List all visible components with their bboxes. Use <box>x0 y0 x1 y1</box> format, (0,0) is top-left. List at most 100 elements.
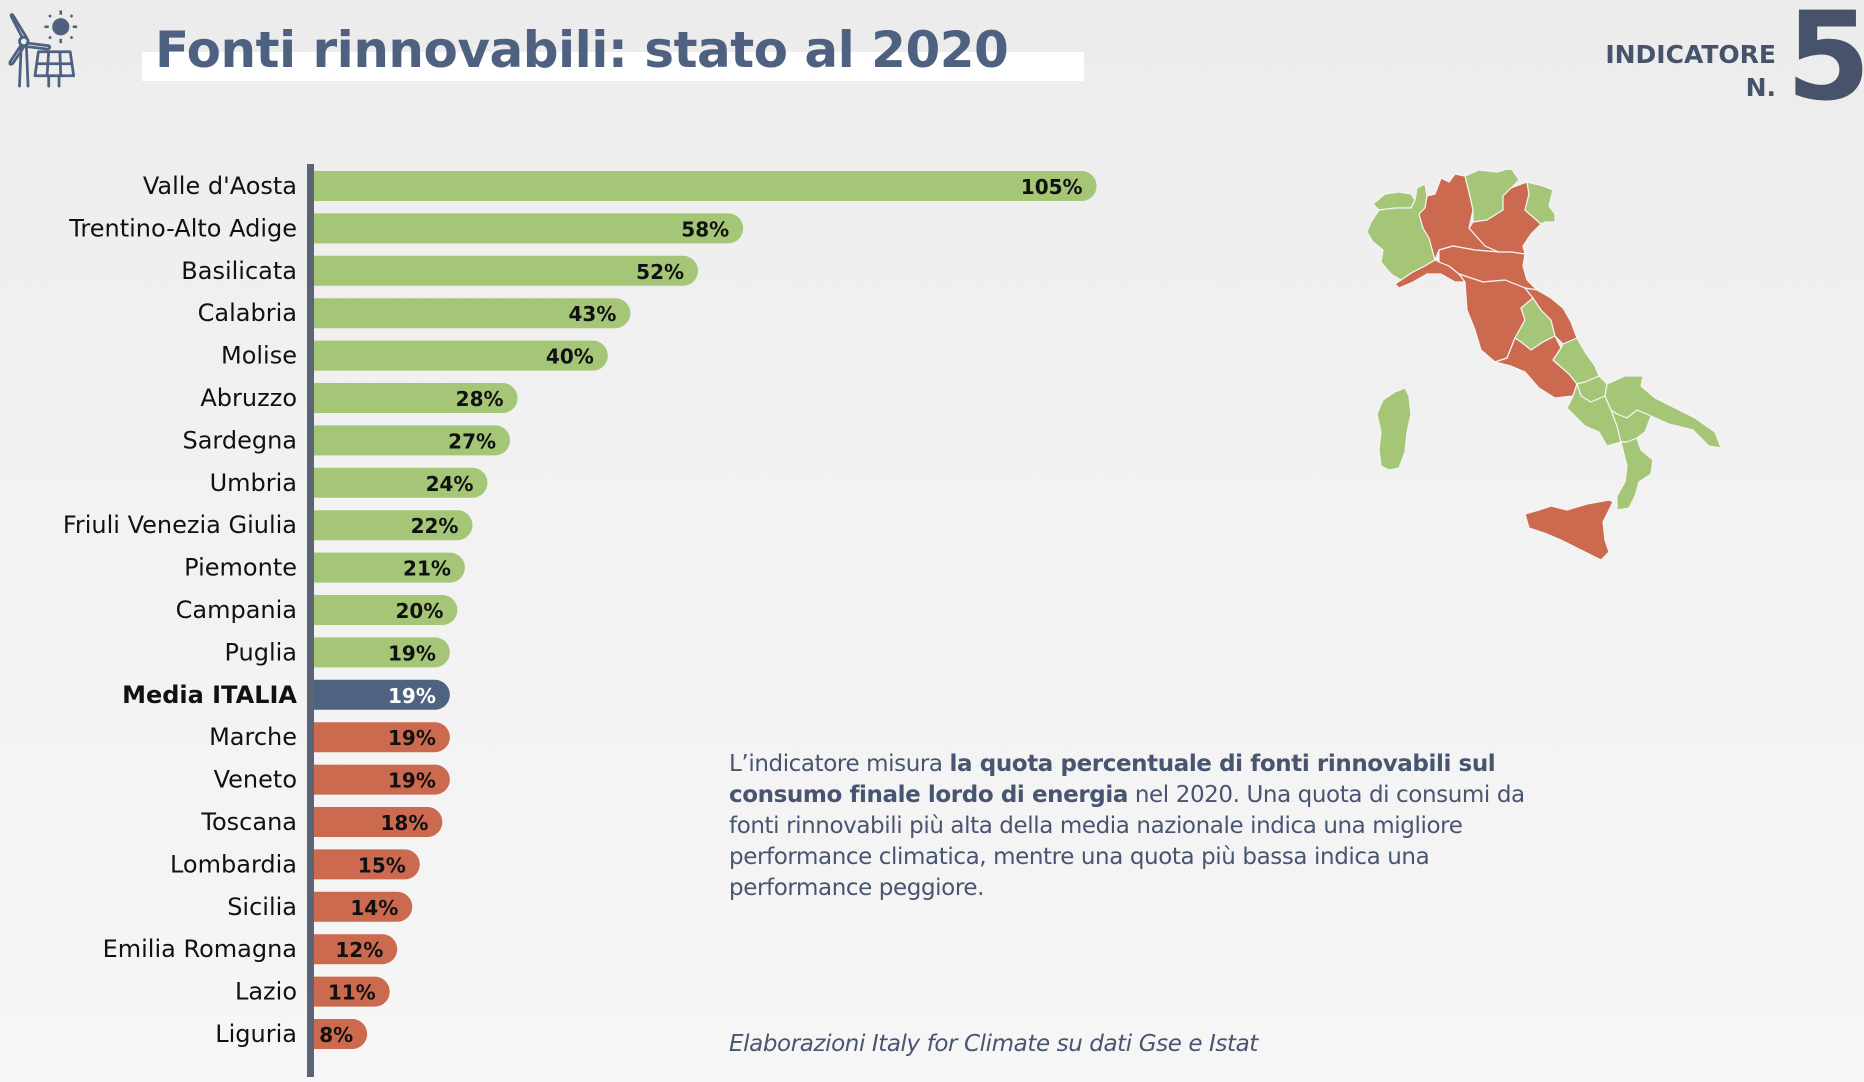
value-label: 58% <box>681 217 729 241</box>
category-label: Basilicata <box>181 257 297 285</box>
category-label: Lazio <box>235 978 297 1006</box>
value-label: 19% <box>388 726 436 750</box>
value-label: 8% <box>319 1023 353 1047</box>
bar-trentino-alto-adige <box>314 213 744 244</box>
value-label: 11% <box>328 981 376 1005</box>
category-label: Media ITALIA <box>122 681 297 709</box>
bar-row-liguria: Liguria 8% <box>215 1019 368 1049</box>
value-label: 105% <box>1021 175 1083 199</box>
bar-puglia <box>314 637 450 668</box>
value-label: 43% <box>568 302 616 326</box>
bar-row-veneto: Veneto 19% <box>214 764 450 795</box>
map-region-sardegna <box>1376 387 1412 471</box>
category-label: Calabria <box>198 299 297 327</box>
y-axis-line <box>307 164 314 1077</box>
indicator-label-line2: N. <box>1745 73 1776 102</box>
category-label: Toscana <box>200 808 297 836</box>
map-region-calabria <box>1616 437 1654 511</box>
value-label: 52% <box>636 260 684 284</box>
bar-sardegna <box>314 425 511 456</box>
map-region-sicilia <box>1524 499 1614 561</box>
indicator-description: L’indicatore misura la quota percentuale… <box>729 749 1529 904</box>
category-label: Umbria <box>210 469 297 497</box>
bar-marche <box>314 722 450 753</box>
value-label: 19% <box>388 684 436 708</box>
bar-row-trentino-alto-adige: Trentino-Alto Adige 58% <box>68 213 744 244</box>
category-label: Veneto <box>214 766 297 794</box>
bar-umbria <box>314 467 488 498</box>
map-region-basilicata <box>1610 409 1652 443</box>
bar-lazio <box>314 976 390 1007</box>
category-label: Liguria <box>215 1020 297 1048</box>
category-label: Marche <box>209 723 297 751</box>
bar-row-media-italia: Media ITALIA 19% <box>122 679 450 710</box>
indicator-label-line1: INDICATORE <box>1605 40 1776 69</box>
value-label: 12% <box>335 938 383 962</box>
source-note: Elaborazioni Italy for Climate su dati G… <box>729 1031 1258 1057</box>
bar-row-piemonte: Piemonte 21% <box>184 552 465 583</box>
map-region-valle-d-aosta <box>1372 191 1416 211</box>
value-label: 20% <box>396 599 444 623</box>
bar-row-sardegna: Sardegna 27% <box>182 425 511 456</box>
bar-calabria <box>314 298 631 329</box>
bars-group: Valle d'Aosta 105% Trentino-Alto Adige 58% B… <box>63 171 1097 1049</box>
map-region-friuli <box>1524 181 1556 225</box>
value-label: 40% <box>546 345 594 369</box>
value-label: 27% <box>448 429 496 453</box>
map-region-emilia-romagna <box>1438 245 1538 291</box>
bar-row-sicilia: Sicilia 14% <box>227 891 413 922</box>
page-title: Fonti rinnovabili: stato al 2020 <box>155 21 1009 79</box>
category-label: Abruzzo <box>200 384 297 412</box>
bar-row-basilicata: Basilicata 52% <box>181 255 699 286</box>
value-label: 14% <box>350 896 398 920</box>
category-label: Friuli Venezia Giulia <box>63 511 297 539</box>
bar-sicilia <box>314 891 413 922</box>
bar-basilicata <box>314 255 699 286</box>
bar-campania <box>314 595 458 625</box>
bar-molise <box>314 340 608 371</box>
bar-row-toscana: Toscana 18% <box>200 807 443 837</box>
value-label: 21% <box>403 557 451 581</box>
value-label: 19% <box>388 769 436 793</box>
value-label: 24% <box>426 472 474 496</box>
description-text-part2: nel 2020. Una quota di consumi da fonti … <box>729 782 1525 901</box>
bar-veneto <box>314 764 450 795</box>
bar-row-lombardia: Lombardia 15% <box>170 849 420 880</box>
indicator-label: INDICATORE N. <box>1605 38 1776 104</box>
bar-row-marche: Marche 19% <box>209 722 450 753</box>
bar-row-campania: Campania 20% <box>176 595 458 625</box>
bar-row-abruzzo: Abruzzo 28% <box>200 383 518 413</box>
category-label: Trentino-Alto Adige <box>68 214 297 242</box>
bar-piemonte <box>314 552 465 583</box>
category-label: Sardegna <box>182 426 297 454</box>
title-highlight-band <box>142 52 1084 81</box>
indicator-number: 5 <box>1786 0 1864 128</box>
bar-valle-d-aosta <box>314 171 1097 201</box>
category-label: Valle d'Aosta <box>143 172 297 200</box>
wind-solar-icon <box>8 10 78 88</box>
category-label: Campania <box>176 596 297 624</box>
bar-row-lazio: Lazio 11% <box>235 976 390 1007</box>
category-label: Puglia <box>224 638 297 666</box>
value-label: 28% <box>456 387 504 411</box>
value-label: 15% <box>358 853 406 877</box>
value-label: 18% <box>380 811 428 835</box>
bar-row-valle-d-aosta: Valle d'Aosta 105% <box>143 171 1097 201</box>
category-label: Lombardia <box>170 850 297 878</box>
bar-row-umbria: Umbria 24% <box>210 467 488 498</box>
bar-row-puglia: Puglia 19% <box>224 637 450 668</box>
bar-lombardia <box>314 849 420 880</box>
bar-emilia-romagna <box>314 934 398 965</box>
category-label: Emilia Romagna <box>103 935 297 963</box>
category-label: Piemonte <box>184 554 297 582</box>
bar-abruzzo <box>314 383 518 413</box>
bar-row-emilia-romagna: Emilia Romagna 12% <box>103 934 398 965</box>
map-region-liguria <box>1394 259 1466 289</box>
description-text-part1: L’indicatore misura <box>729 751 950 777</box>
italy-regions-map <box>1366 170 1722 561</box>
description-text-bold: la quota percentuale di fonti rinnovabil… <box>729 751 1496 808</box>
category-label: Molise <box>221 342 297 370</box>
bar-media-italia <box>314 679 450 710</box>
bar-row-friuli-venezia-giulia: Friuli Venezia Giulia 22% <box>63 510 473 541</box>
